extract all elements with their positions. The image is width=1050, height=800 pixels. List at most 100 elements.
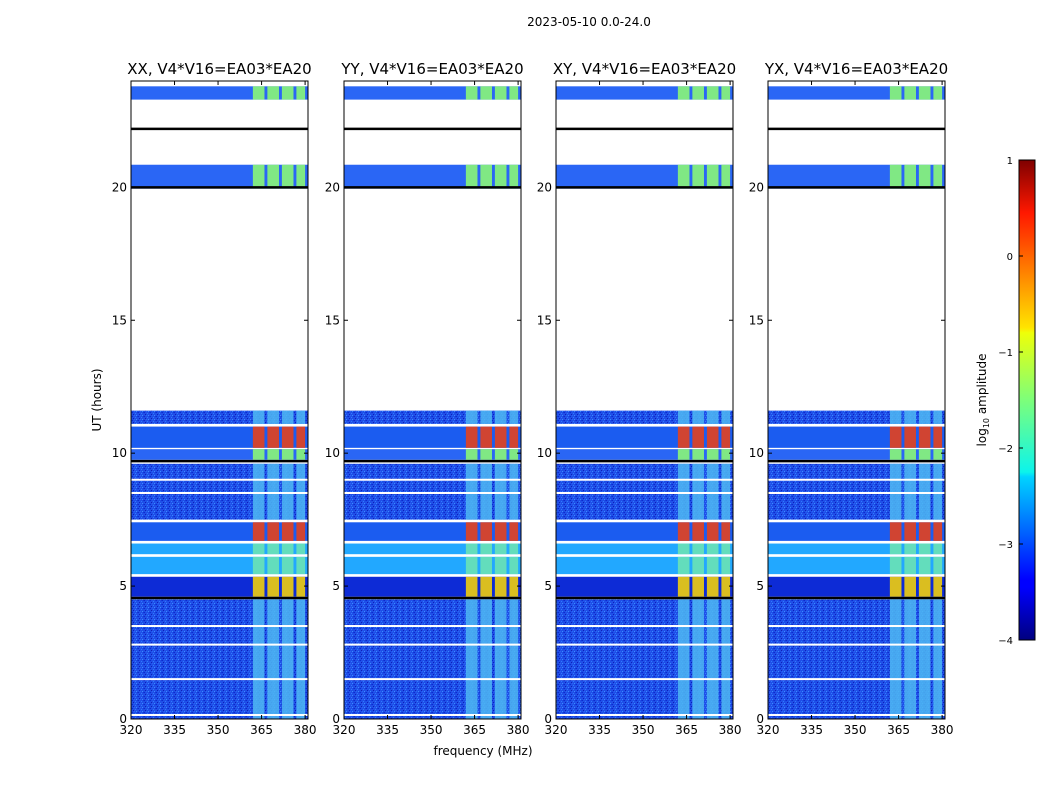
signal-channel [933,426,943,448]
signal-channel [480,86,492,100]
signal-channel [494,449,507,460]
signal-channel [918,522,931,541]
signal-channel [267,426,279,448]
signal-channel [889,556,902,575]
data-block [768,164,945,189]
x-tick-label: 335 [163,723,186,737]
signal-channel [509,86,519,100]
data-block [768,463,945,520]
data-block [556,599,733,719]
signal-channel [918,426,931,448]
signal-channel [933,86,943,100]
signal-channel [480,463,492,520]
data-block [556,86,733,100]
y-tick-label: 15 [749,313,764,327]
signal-channel [494,426,507,448]
data-block [131,556,308,575]
signal-channel [281,522,294,541]
axes-frame [767,80,946,720]
y-tick-label: 10 [749,446,764,460]
data-block [131,164,308,189]
signal-channel [252,556,265,575]
signal-channel [721,86,731,100]
y-tick-label: 0 [119,712,127,726]
signal-channel [509,556,519,575]
signal-channel [706,522,719,541]
data-block [556,164,733,189]
x-tick-label: 365 [675,723,698,737]
signal-channel [677,449,690,460]
signal-channel [721,576,731,597]
signal-channel [918,543,931,555]
signal-channel [494,463,507,520]
signal-channel [494,522,507,541]
signal-channel [281,576,294,597]
signal-channel [509,576,519,597]
signal-channel [889,410,902,424]
signal-channel [267,556,279,575]
signal-channel [904,164,916,189]
y-tick-label: 20 [325,180,340,194]
signal-channel [296,522,306,541]
panel-title: XY, V4*V16=EA03*EA20 [553,60,736,78]
x-tick-label: 380 [719,723,742,737]
data-block [768,86,945,100]
signal-channel [677,543,690,555]
panel-1: XX, V4*V16=EA03*EA20 320 335 350 365 380 0 5 10 1… [112,60,317,737]
signal-channel [918,576,931,597]
signal-channel [296,463,306,520]
colorbar-tick-label: 0 [1007,252,1013,263]
signal-channel [480,576,492,597]
signal-channel [706,556,719,575]
y-tick-label: 10 [537,446,552,460]
signal-channel [494,86,507,100]
signal-channel [281,449,294,460]
data-block [344,463,521,520]
signal-channel [252,463,265,520]
data-block [344,164,521,189]
x-tick-label: 350 [207,723,230,737]
signal-channel [904,463,916,520]
signal-channel [267,86,279,100]
signal-channel [706,86,719,100]
signal-channel [296,543,306,555]
signal-channel [509,522,519,541]
signal-channel [281,543,294,555]
y-tick-label: 5 [332,579,340,593]
signal-channel [480,410,492,424]
signal-channel [692,164,704,189]
figure-title: 2023-05-10 0.0-24.0 [527,15,651,29]
signal-channel [296,86,306,100]
signal-channel [706,599,719,719]
data-block [556,576,733,597]
signal-channel [267,410,279,424]
signal-channel [252,599,265,719]
signal-channel [677,522,690,541]
x-tick-label: 350 [844,723,867,737]
signal-channel [252,449,265,460]
signal-channel [889,86,902,100]
colorbar-tick-label: −3 [998,540,1013,551]
signal-channel [904,426,916,448]
y-axis-label: UT (hours) [90,368,104,431]
data-block [768,410,945,424]
signal-channel [509,426,519,448]
x-tick-label: 350 [420,723,443,737]
signal-channel [933,522,943,541]
signal-channel [267,543,279,555]
signal-channel [281,164,294,189]
signal-channel [267,463,279,520]
signal-channel [721,463,731,520]
colorbar-tick-label: 1 [1007,156,1013,167]
data-block [344,426,521,448]
x-tick-label: 365 [887,723,910,737]
signal-channel [465,164,478,189]
colorbar: log10 amplitude 1 0 −1 −2 −3 −4 [975,156,1036,647]
signal-channel [721,410,731,424]
signal-channel [465,86,478,100]
signal-channel [677,410,690,424]
signal-channel [933,164,943,189]
signal-channel [480,449,492,460]
panel-2: YY, V4*V16=EA03*EA20 320 335 350 365 380 0 5 10 1… [325,60,530,737]
signal-channel [480,164,492,189]
